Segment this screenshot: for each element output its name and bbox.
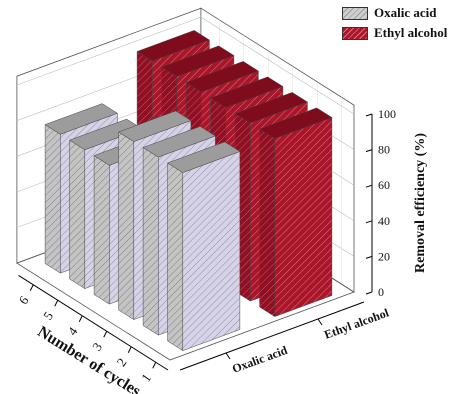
series-axis-line (179, 301, 365, 371)
cycle-tick-label: 1 (138, 371, 154, 385)
series-tick (317, 318, 323, 326)
legend-swatch (342, 27, 368, 40)
cycle-axis-title: Number of cycles (34, 323, 143, 394)
cycle-tick (152, 362, 157, 369)
legend-swatch (342, 7, 368, 20)
bar-front-face (274, 117, 333, 317)
bar-front-face (182, 151, 241, 351)
z-tick (365, 184, 373, 188)
cycle-tick-label: 5 (40, 309, 56, 323)
legend-label: Oxalic acid (374, 5, 437, 20)
bar-top-face (185, 61, 259, 93)
z-tick (365, 220, 373, 224)
z-tick (365, 291, 373, 295)
cycle-axis-line (18, 275, 169, 371)
cycle-tick-label: 6 (16, 293, 32, 307)
bar-top-face (118, 110, 192, 142)
bar-side-face (44, 124, 61, 274)
legend: Oxalic acid Ethyl alcohol (342, 4, 460, 44)
bar-top-face (210, 76, 284, 108)
cycle-tick (127, 346, 132, 353)
z-tick-label: 60 (378, 178, 390, 192)
z-tick (365, 149, 373, 153)
cycle-tick-label: 3 (89, 340, 105, 354)
bar-top-face (161, 45, 235, 77)
z-tick-label: 100 (378, 107, 396, 121)
z-tick-label: 40 (378, 214, 390, 228)
cycle-tick (103, 331, 108, 338)
bar-side-face (69, 139, 86, 290)
z-tick-label: 20 (378, 249, 390, 263)
bar-group (44, 30, 333, 352)
bar-top-face (136, 30, 210, 62)
bar-top-face (142, 126, 216, 158)
cycle-tick (78, 315, 83, 322)
legend-label: Ethyl alcohol (374, 25, 448, 40)
bar-oxalic-acid-cycle-1 (167, 141, 241, 352)
gridline (16, 16, 355, 115)
z-tick (365, 255, 373, 259)
cycle-tick (54, 300, 59, 307)
legend-item-ethyl-alcohol: Ethyl alcohol (342, 24, 460, 44)
series-tick-label: Ethyl alcohol (322, 305, 391, 342)
bar-side-face (259, 128, 276, 318)
bar-side-face (118, 131, 135, 321)
bar-side-face (93, 155, 110, 305)
cycle-tick (29, 284, 34, 291)
bar-side-face (167, 162, 184, 352)
z-axis-title: Removal efficiency (%) (413, 133, 428, 273)
z-tick (365, 113, 373, 117)
bar-top-face (167, 141, 241, 173)
bar-top-face (259, 107, 333, 139)
legend-item-oxalic-acid: Oxalic acid (342, 4, 460, 24)
cycle-tick-label: 4 (65, 324, 81, 338)
bar-top-face (234, 92, 308, 124)
bar-top-face (44, 103, 118, 135)
bar-ethyl-alcohol-cycle-1 (259, 107, 333, 318)
bar-side-face (142, 147, 159, 336)
cycle-tick-label: 2 (114, 355, 130, 369)
z-tick-label: 80 (378, 143, 390, 157)
series-tick (225, 352, 231, 360)
z-tick-label: 0 (378, 285, 384, 299)
